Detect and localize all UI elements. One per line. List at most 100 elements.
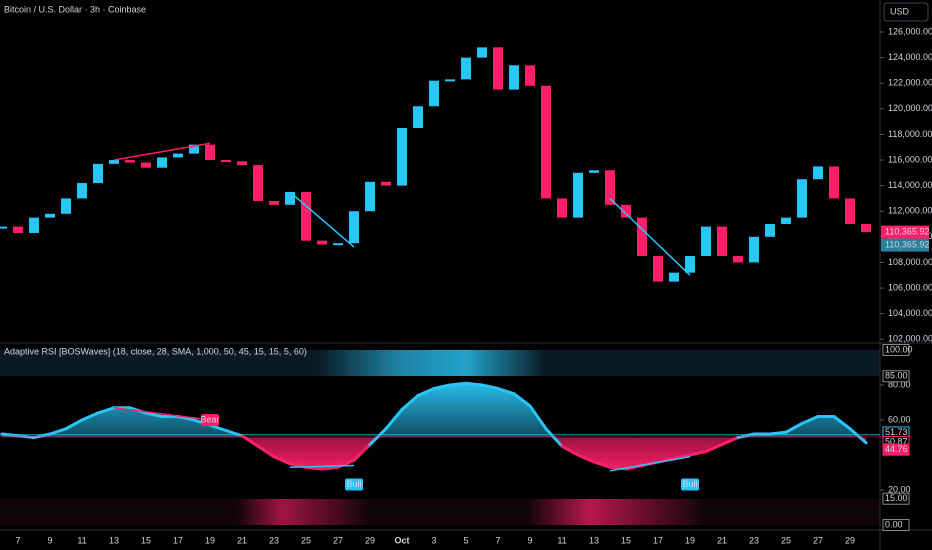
candle — [349, 211, 359, 244]
rsi-segment — [352, 443, 372, 462]
rsi-segment — [592, 460, 612, 469]
candle — [717, 226, 727, 257]
x-tick-label: 17 — [173, 535, 183, 545]
rsi-segment — [272, 455, 292, 466]
candle — [141, 162, 151, 168]
rsi-segment — [416, 387, 436, 397]
candle — [541, 85, 551, 199]
x-tick-label: 29 — [365, 535, 375, 545]
divergence-line — [113, 142, 211, 161]
candle — [365, 181, 375, 212]
rsi-segment — [176, 415, 196, 422]
y-tick-label: 104,000.00 — [888, 308, 932, 318]
rsi-segment — [64, 418, 84, 431]
level-label-box — [882, 370, 910, 383]
y-tick-label: 60.00 — [888, 414, 911, 424]
y-tick-label: 102,000.00 — [888, 334, 932, 344]
currency[interactable]: USD — [890, 6, 910, 16]
candle — [589, 170, 599, 173]
rsi-area-up — [2, 383, 866, 438]
candle — [749, 236, 759, 263]
level-label-box — [882, 344, 910, 356]
candle — [573, 172, 583, 218]
candle — [93, 163, 103, 184]
candle — [0, 226, 7, 229]
x-tick-label: 15 — [621, 535, 631, 545]
y-tick-label: 124,000.00 — [888, 52, 932, 62]
currency-box[interactable] — [883, 2, 929, 22]
rsi-segment — [800, 415, 820, 425]
x-tick-label: 11 — [77, 535, 86, 545]
candle — [189, 144, 199, 154]
rsi-segment — [320, 465, 340, 471]
rsi-segment — [528, 404, 548, 431]
candle — [125, 160, 135, 163]
x-tick-label: 25 — [781, 535, 791, 545]
level-label-box — [882, 519, 910, 531]
x-tick-label: 23 — [749, 535, 759, 545]
level-label-box — [882, 492, 910, 505]
x-tick-label: 27 — [333, 535, 343, 545]
rsi-segment — [432, 383, 452, 390]
candle — [861, 224, 871, 233]
rsi-segment — [832, 415, 852, 431]
rsi-segment — [48, 427, 68, 436]
candle — [413, 106, 423, 129]
rsi-segment — [400, 394, 420, 411]
x-tick-label: 19 — [205, 535, 215, 545]
x-tick-label: 13 — [109, 535, 119, 545]
candle — [29, 217, 39, 233]
candle — [285, 192, 295, 205]
y-tick-label: 126,000.00 — [888, 26, 932, 36]
x-tick-label: 5 — [463, 535, 468, 545]
x-tick-label: 13 — [589, 535, 599, 545]
candle — [829, 166, 839, 199]
y-tick-label: 114,000.00 — [888, 180, 932, 190]
candle — [301, 192, 311, 241]
price-label-box — [881, 238, 929, 252]
candle — [653, 256, 663, 282]
annotation: Bull — [682, 479, 697, 489]
candle — [45, 213, 55, 218]
x-tick-label: 19 — [685, 535, 695, 545]
rsi-segment — [240, 434, 260, 448]
candle — [253, 165, 263, 201]
candle — [173, 153, 183, 158]
rsi-segment — [80, 411, 100, 422]
annotation-box — [681, 478, 699, 491]
candle — [461, 57, 471, 80]
rsi-segment — [144, 411, 164, 418]
candle — [317, 240, 327, 245]
x-tick-label: 27 — [813, 535, 823, 545]
rsi-segment — [768, 430, 788, 436]
level-label-box — [882, 443, 910, 456]
y-tick-label: 118,000.00 — [888, 129, 932, 139]
rsi-segment — [304, 465, 324, 471]
oversold-heat — [0, 499, 880, 525]
level-label: 15.00 — [885, 493, 908, 503]
y-tick-label: 120,000.00 — [888, 103, 932, 113]
x-tick-label: 23 — [269, 535, 279, 545]
rsi-segment — [208, 423, 228, 432]
x-tick-label: 25 — [301, 535, 311, 545]
candle — [797, 179, 807, 218]
level-label: 0.00 — [885, 519, 903, 529]
x-tick-label: Oct — [394, 535, 409, 545]
price-label: 110,365.92 — [885, 240, 929, 250]
rsi-segment — [464, 381, 484, 387]
annotation-box — [345, 478, 363, 491]
candle — [381, 181, 391, 186]
candle — [845, 198, 855, 225]
rsi-segment — [496, 387, 516, 396]
candle — [813, 166, 823, 180]
rsi-area-down — [2, 437, 866, 469]
rsi-segment — [672, 453, 692, 460]
x-tick-label: 9 — [527, 535, 532, 545]
x-tick-label: 17 — [653, 535, 663, 545]
rsi-segment — [784, 422, 804, 434]
candle — [429, 80, 439, 107]
x-tick-label: 9 — [47, 535, 52, 545]
rsi-segment — [704, 443, 724, 453]
divergence-line — [609, 456, 691, 472]
